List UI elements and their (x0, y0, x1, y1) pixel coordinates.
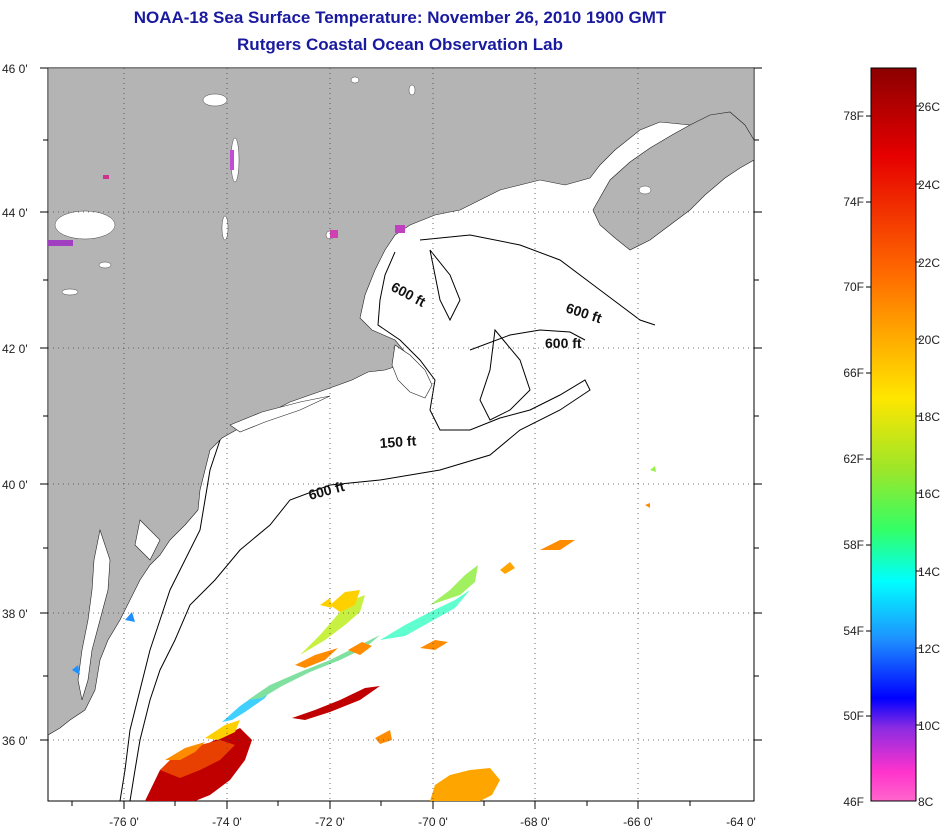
cape-cod-bay (391, 344, 433, 399)
lat-label: 42 0' (2, 342, 28, 356)
colorbar-fahrenheit-labels: 78F 74F 70F 66F 62F 58F 54F 50F 46F (843, 109, 864, 809)
c-label: 10C (918, 719, 940, 733)
long-island-sound (229, 395, 331, 433)
lat-label: 38 0' (2, 607, 28, 621)
lat-label: 44 0' (2, 206, 28, 220)
map-title: NOAA-18 Sea Surface Temperature: Novembe… (133, 8, 667, 27)
lat-label: 36 0' (2, 734, 28, 748)
colorbar (870, 67, 917, 802)
land-nova-scotia (592, 111, 754, 251)
f-label: 78F (843, 109, 864, 123)
depth-contours (119, 234, 656, 801)
c-label: 18C (918, 410, 940, 424)
f-label: 46F (843, 795, 864, 809)
depth-label: 600 ft (545, 335, 582, 351)
longitude-labels: -76 0' -74 0' -72 0' -70 0' -68 0' -66 0… (109, 815, 756, 829)
lon-label: -64 0' (726, 815, 756, 829)
c-label: 22C (918, 256, 940, 270)
map-subtitle: Rutgers Coastal Ocean Observation Lab (237, 35, 563, 54)
f-label: 66F (843, 366, 864, 380)
colorbar-ticks (866, 105, 921, 726)
lon-label: -76 0' (109, 815, 139, 829)
lon-label: -72 0' (315, 815, 345, 829)
c-label: 20C (918, 333, 940, 347)
map-ticks (40, 67, 762, 809)
lon-label: -70 0' (418, 815, 448, 829)
lon-label: -68 0' (520, 815, 550, 829)
c-label: 16C (918, 487, 940, 501)
c-label: 26C (918, 100, 940, 114)
sst-data (72, 466, 656, 801)
sst-land-artifacts (48, 150, 405, 246)
f-label: 62F (843, 452, 864, 466)
lon-label: -66 0' (623, 815, 653, 829)
c-label: 12C (918, 642, 940, 656)
f-label: 54F (843, 624, 864, 638)
lat-label: 40 0' (2, 478, 28, 492)
f-label: 74F (843, 195, 864, 209)
chesapeake-bay (77, 528, 111, 701)
lat-label: 46 0' (2, 62, 28, 76)
latitude-labels: 46 0' 44 0' 42 0' 40 0' 38 0' 36 0' (2, 62, 28, 748)
f-label: 58F (843, 538, 864, 552)
c-label: 8C (918, 795, 934, 809)
delaware-bay (134, 519, 161, 561)
colorbar-celsius-labels: 26C 24C 22C 20C 18C 16C 14C 12C 10C 8C (918, 100, 940, 809)
f-label: 50F (843, 709, 864, 723)
c-label: 24C (918, 178, 940, 192)
depth-label: 150 ft (379, 432, 417, 451)
map-grid (48, 68, 754, 801)
f-label: 70F (843, 280, 864, 294)
lon-label: -74 0' (212, 815, 242, 829)
c-label: 14C (918, 565, 940, 579)
